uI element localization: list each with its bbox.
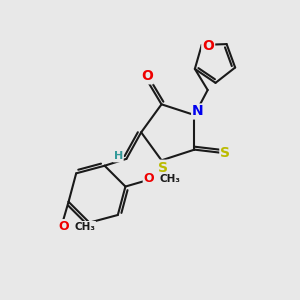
Text: CH₃: CH₃ bbox=[74, 221, 95, 232]
Text: S: S bbox=[158, 161, 168, 175]
Text: O: O bbox=[141, 69, 153, 83]
Text: CH₃: CH₃ bbox=[160, 174, 181, 184]
Text: O: O bbox=[202, 39, 214, 53]
Text: S: S bbox=[220, 146, 230, 160]
Text: O: O bbox=[58, 220, 69, 233]
Text: O: O bbox=[144, 172, 154, 185]
Text: N: N bbox=[192, 104, 204, 118]
Text: H: H bbox=[114, 152, 123, 161]
